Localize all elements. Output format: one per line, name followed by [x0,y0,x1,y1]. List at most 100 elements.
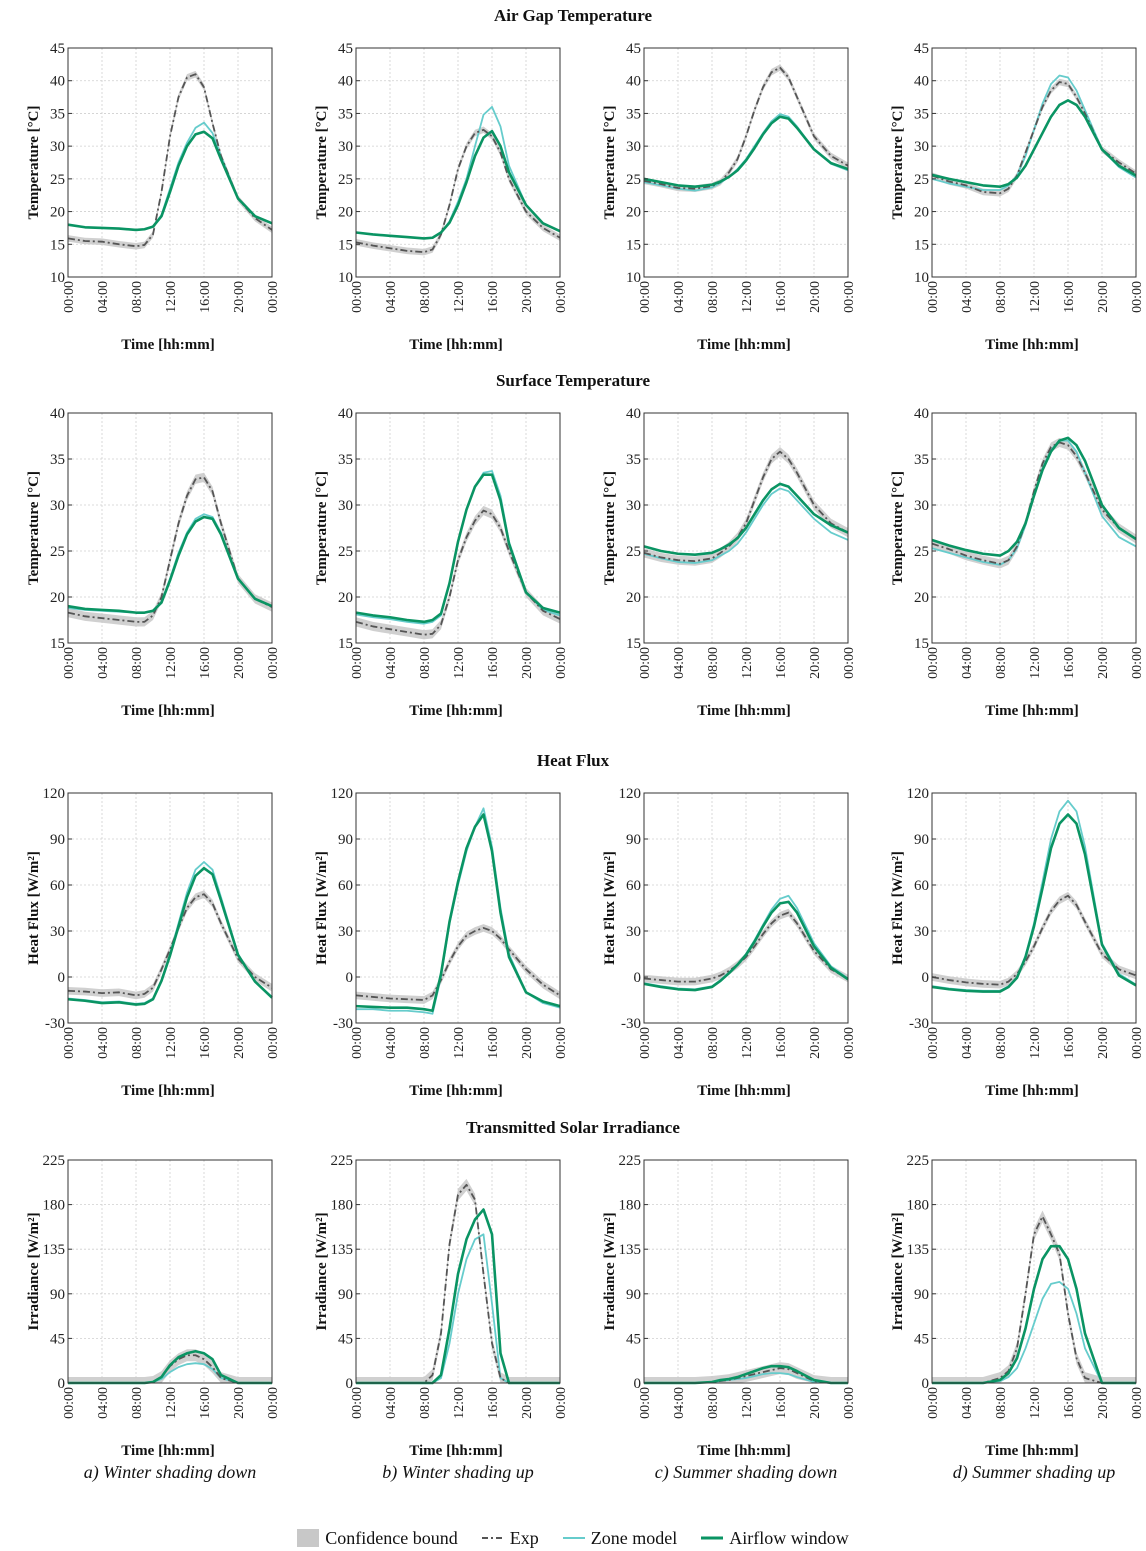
y-tick-label: 45 [50,41,65,57]
x-tick-label: 16:00 [1062,1027,1077,1059]
x-tick-label: 00:00 [1130,281,1145,313]
series-line-exp [67,73,273,248]
x-tick-label: 04:00 [384,281,399,313]
series-line-airflow [67,866,273,1006]
series-line-airflow [355,473,561,624]
y-tick-label: 120 [619,786,642,802]
x-tick-label: 00:00 [926,281,941,313]
x-tick-label: 08:00 [706,647,721,679]
x-axis-label: Time [hh:mm] [121,1443,214,1459]
y-tick-label: 180 [43,1198,66,1214]
legend: Confidence bound Exp Zone model Airflow … [0,1526,1146,1550]
series-line-airflow [932,1244,1136,1385]
confidence-band [644,908,848,986]
x-tick-label: 16:00 [774,1387,789,1419]
y-tick-label: 90 [626,1287,641,1303]
plot-frame [67,1159,273,1384]
series-line-airflow [931,813,1137,993]
x-tick-label: 00:00 [926,647,941,679]
y-tick-label: 0 [346,1376,354,1392]
x-tick-label: 04:00 [96,1387,111,1419]
x-tick-label: 16:00 [1062,647,1077,679]
y-tick-label: 135 [907,1242,930,1258]
chart-panel: -30 0 30 60 90 120 00:00 04:00 08:00 12:00 16:00 20… [314,786,569,1099]
y-axis-label: Temperature [°C] [602,106,618,220]
legend-item-zone: Zone model [562,1528,677,1549]
x-tick-label: 04:00 [672,281,687,313]
y-tick-label: 10 [338,270,353,286]
series-line-airflow [931,99,1137,189]
y-tick-label: -30 [621,1016,641,1032]
y-tick-label: 35 [626,452,641,468]
y-tick-label: 45 [626,41,641,57]
series-line-airflow [643,482,849,556]
y-tick-label: 60 [338,878,353,894]
y-tick-label: 135 [331,1242,354,1258]
x-tick-label: 08:00 [418,1027,433,1059]
x-tick-label: 08:00 [130,647,145,679]
y-axis-label: Irradiance [W/m²] [314,1212,330,1330]
y-tick-label: 30 [914,924,929,940]
y-tick-label: 60 [914,878,929,894]
x-tick-label: 00:00 [350,281,365,313]
x-tick-label: 08:00 [706,1387,721,1419]
y-tick-label: 120 [907,786,930,802]
plot-frame [643,792,849,1024]
y-tick-label: 15 [50,636,65,652]
x-tick-label: 20:00 [232,1387,247,1419]
y-tick-label: 35 [338,106,353,122]
x-tick-label: 04:00 [96,1027,111,1059]
x-tick-label: 20:00 [808,281,823,313]
y-tick-label: 225 [331,1153,354,1169]
x-tick-label: 12:00 [740,1387,755,1419]
x-tick-label: 20:00 [1096,1027,1111,1059]
y-axis-label: Temperature [°C] [26,106,42,220]
x-tick-label: 12:00 [1028,1027,1043,1059]
x-tick-label: 16:00 [486,1027,501,1059]
y-tick-label: 30 [50,924,65,940]
y-tick-label: 15 [626,237,641,253]
x-tick-label: 20:00 [808,1027,823,1059]
x-tick-label: 00:00 [842,1387,857,1419]
legend-swatch-ci [297,1529,320,1547]
x-axis-label: Time [hh:mm] [121,337,214,353]
x-tick-label: 12:00 [1028,1387,1043,1419]
plot-frame [67,412,273,644]
y-tick-label: 20 [626,205,641,221]
x-tick-label: 04:00 [960,1387,975,1419]
x-axis-label: Time [hh:mm] [697,1083,790,1099]
x-tick-label: 00:00 [1130,647,1145,679]
x-tick-label: 08:00 [130,1027,145,1059]
plot-frame [931,412,1137,644]
y-tick-label: 225 [619,1153,642,1169]
x-tick-label: 08:00 [994,1027,1009,1059]
series-line-exp [355,927,561,1001]
y-tick-label: 90 [338,832,353,848]
series-line-airflow [643,900,849,992]
plot-frame [355,1159,561,1384]
x-tick-label: 08:00 [706,1027,721,1059]
plot-frame [931,1159,1137,1384]
x-axis-label: Time [hh:mm] [697,1443,790,1459]
y-tick-label: 30 [338,924,353,940]
series-line-exp [643,66,849,190]
x-tick-label: 12:00 [740,281,755,313]
x-tick-label: 12:00 [1028,647,1043,679]
plot-frame [355,47,561,278]
chart-panel: -30 0 30 60 90 120 00:00 04:00 08:00 12:00 16:00 20… [890,786,1145,1099]
y-axis-label: Heat Flux [W/m²] [602,851,618,965]
y-tick-label: 35 [338,452,353,468]
x-tick-label: 12:00 [452,647,467,679]
x-tick-label: 00:00 [266,1387,281,1419]
y-tick-label: 90 [50,832,65,848]
x-axis-label: Time [hh:mm] [985,703,1078,719]
y-tick-label: 180 [331,1198,354,1214]
legend-label-exp: Exp [509,1527,539,1548]
y-tick-label: 0 [634,1376,642,1392]
y-tick-label: 30 [626,924,641,940]
y-tick-label: 45 [338,1331,353,1347]
y-tick-label: 0 [922,1376,930,1392]
y-tick-label: 40 [338,74,353,90]
x-axis-label: Time [hh:mm] [409,1443,502,1459]
x-axis-label: Time [hh:mm] [121,703,214,719]
